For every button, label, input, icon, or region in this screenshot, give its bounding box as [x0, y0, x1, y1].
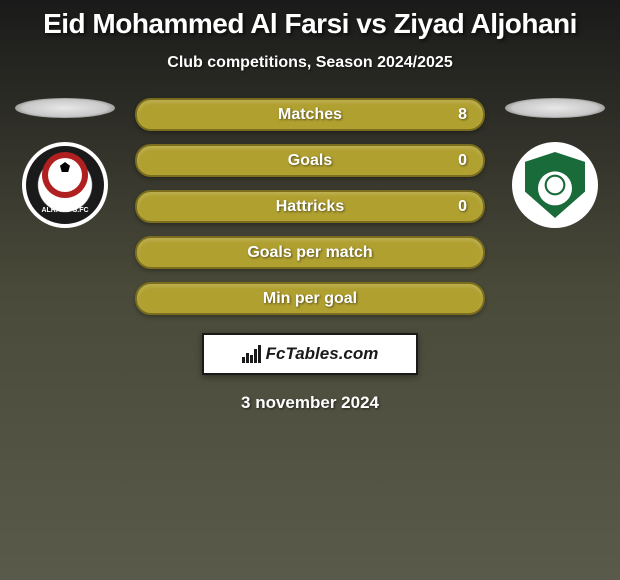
left-club-badge: ALRAED S.FC: [22, 142, 108, 228]
brand-attribution: FcTables.com: [202, 333, 418, 375]
left-club-label: ALRAED S.FC: [41, 207, 88, 214]
shield-icon: [525, 152, 585, 218]
stat-label: Matches: [278, 106, 342, 124]
brand-text: FcTables.com: [266, 344, 379, 364]
left-player-column: ALRAED S.FC: [15, 98, 115, 228]
stat-bar-goals-per-match: Goals per match: [135, 236, 485, 269]
right-club-badge: [512, 142, 598, 228]
stat-right-value: 0: [458, 152, 467, 170]
stat-label: Min per goal: [263, 290, 357, 308]
stat-bar-goals: Goals 0: [135, 144, 485, 177]
right-player-column: [505, 98, 605, 228]
comparison-title: Eid Mohammed Al Farsi vs Ziyad Aljohani: [0, 8, 620, 40]
bar-chart-icon: [242, 345, 262, 363]
player-halo: [505, 98, 605, 118]
stat-label: Goals: [288, 152, 332, 170]
stat-bar-matches: Matches 8: [135, 98, 485, 131]
stat-bar-min-per-goal: Min per goal: [135, 282, 485, 315]
ball-icon: [48, 158, 82, 192]
comparison-body: ALRAED S.FC Matches 8 Goals 0 Hattricks …: [0, 98, 620, 315]
comparison-subtitle: Club competitions, Season 2024/2025: [0, 54, 620, 72]
stat-right-value: 0: [458, 198, 467, 216]
stat-right-value: 8: [458, 106, 467, 124]
stat-label: Goals per match: [247, 244, 372, 262]
comparison-date: 3 november 2024: [0, 393, 620, 413]
stat-bars: Matches 8 Goals 0 Hattricks 0 Goals per …: [135, 98, 485, 315]
player-halo: [15, 98, 115, 118]
stat-label: Hattricks: [276, 198, 344, 216]
stat-bar-hattricks: Hattricks 0: [135, 190, 485, 223]
